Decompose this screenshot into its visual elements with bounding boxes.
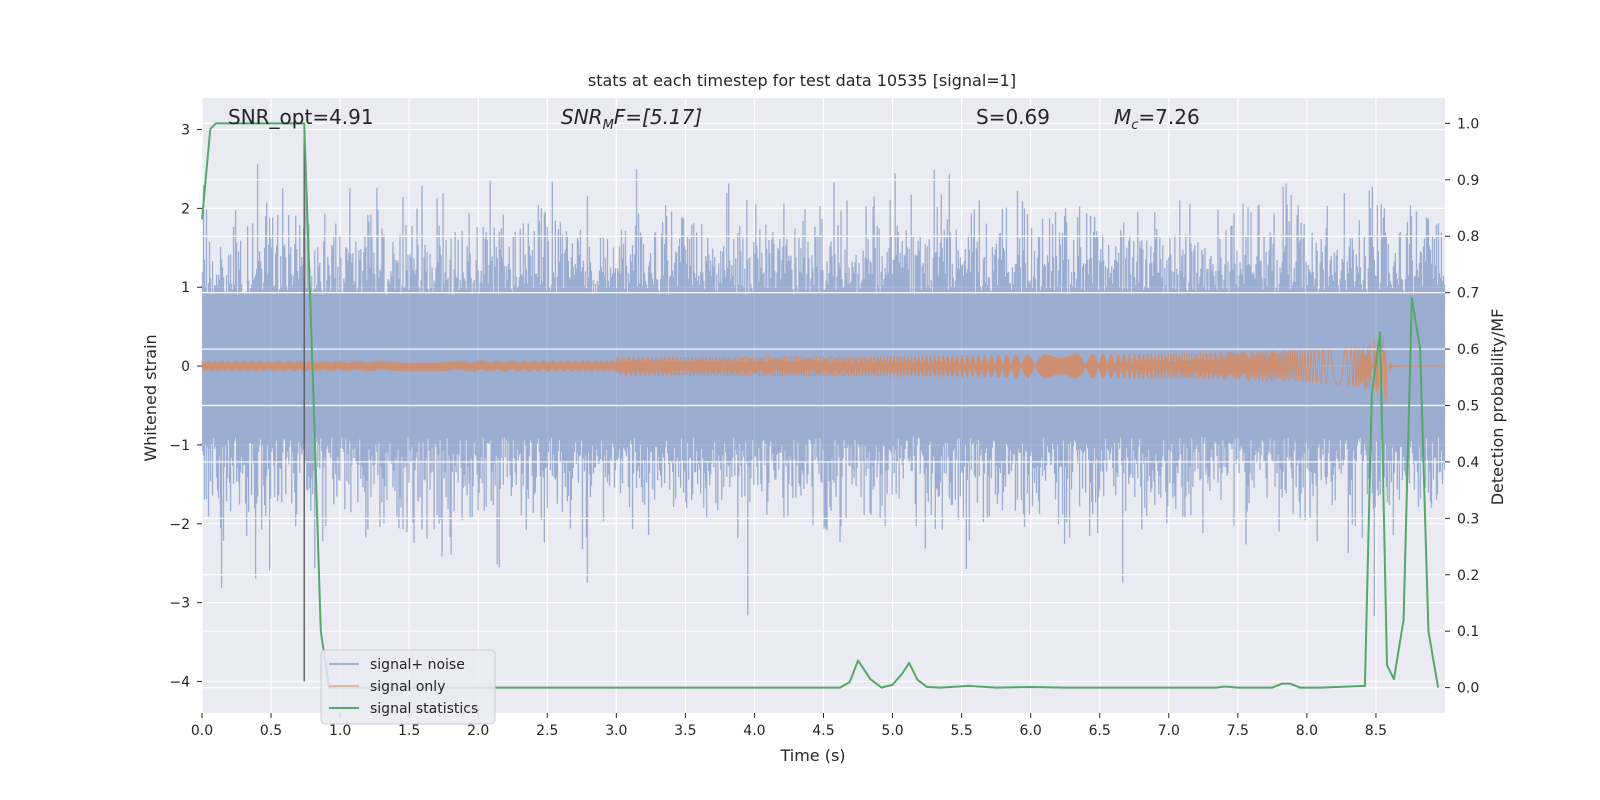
legend: signal+ noise signal only signal statistic… — [320, 649, 496, 725]
annotation-s-stat: S=0.69 — [976, 105, 1050, 129]
annotation-snr-mf-symbol: SNR — [561, 105, 603, 129]
x-tick-label: 1.5 — [398, 723, 420, 739]
series-signal-only — [201, 335, 1445, 403]
x-tick-label: 6.0 — [1020, 723, 1042, 739]
annotation-snr-mf-value: F=[5.17] — [614, 105, 702, 129]
y2-tick-label: 0.5 — [1457, 399, 1479, 415]
x-tick-label: 7.0 — [1158, 723, 1180, 739]
x-tick-label: 3.5 — [674, 723, 696, 739]
y-tick-label: −4 — [169, 674, 190, 690]
y-tick-label: 0 — [181, 359, 190, 375]
annotation-snr-opt: SNR_opt=4.91 — [228, 105, 374, 129]
legend-label: signal statistics — [370, 701, 478, 717]
y-tick-label: 2 — [181, 201, 190, 217]
y2-tick-label: 0.6 — [1457, 342, 1479, 358]
y-tick-label: −2 — [169, 517, 190, 533]
annotation-mc-subscript: c — [1131, 118, 1138, 133]
series-signal-statistics — [201, 122, 1440, 689]
y2-tick-label: 0.4 — [1457, 455, 1479, 471]
chirp-trace — [201, 335, 1445, 403]
annotation-mc: Mc=7.26 — [1114, 105, 1200, 133]
x-tick-label: 1.0 — [329, 723, 351, 739]
chart-title: stats at each timestep for test data 105… — [588, 71, 1016, 90]
y-axis-label: Whitened strain — [141, 334, 160, 461]
y2-tick-label: 0.0 — [1457, 681, 1479, 697]
y2-tick-label: 0.3 — [1457, 511, 1479, 527]
grid-lines-right-axis — [202, 122, 1445, 689]
x-tick-label: 5.5 — [950, 723, 972, 739]
y2-tick-label: 1.0 — [1457, 116, 1479, 132]
legend-label: signal+ noise — [370, 657, 465, 673]
x-tick-label: 8.0 — [1296, 723, 1318, 739]
y2-tick-label: 0.9 — [1457, 173, 1479, 189]
y2-tick-label: 0.2 — [1457, 568, 1479, 584]
annotation-snr-mf: SNRMF=[5.17] — [561, 105, 702, 133]
y-tick-label: 3 — [181, 123, 190, 139]
x-tick-label: 7.5 — [1227, 723, 1249, 739]
annotation-mc-symbol: M — [1114, 105, 1131, 129]
x-tick-label: 0.5 — [260, 723, 282, 739]
y2-axis-label: Detection probability/MF — [1488, 309, 1507, 506]
legend-box — [320, 649, 496, 725]
x-tick-label: 2.5 — [536, 723, 558, 739]
x-tick-label: 5.0 — [881, 723, 903, 739]
annotation-snr-mf-subscript: M — [603, 118, 614, 133]
y-tick-label: −3 — [169, 596, 190, 612]
y2-tick-label: 0.1 — [1457, 624, 1479, 640]
legend-label: signal only — [370, 679, 445, 695]
y-tick-label: 1 — [181, 280, 190, 296]
x-tick-label: 0.0 — [191, 723, 213, 739]
axes: 0.0 0.5 1.0 1.5 2.0 2.5 3.0 3.5 4.0 4.5 5.0 5.5 6.0 6… — [169, 116, 1479, 739]
y2-tick-label: 0.8 — [1457, 229, 1479, 245]
x-tick-label: 2.0 — [467, 723, 489, 739]
x-tick-label: 4.5 — [812, 723, 834, 739]
y2-tick-label: 0.7 — [1457, 286, 1479, 302]
statistics-trace — [201, 122, 1440, 689]
y-tick-label: −1 — [169, 438, 190, 454]
x-tick-label: 8.5 — [1365, 723, 1387, 739]
annotation-mc-value: =7.26 — [1138, 105, 1199, 129]
x-tick-label: 6.5 — [1089, 723, 1111, 739]
x-tick-label: 3.0 — [605, 723, 627, 739]
annotations: SNR_opt=4.91 SNRMF=[5.17] S=0.69 Mc=7.26 — [228, 105, 1200, 133]
x-tick-label: 4.0 — [743, 723, 765, 739]
x-axis-label: Time (s) — [779, 746, 845, 765]
